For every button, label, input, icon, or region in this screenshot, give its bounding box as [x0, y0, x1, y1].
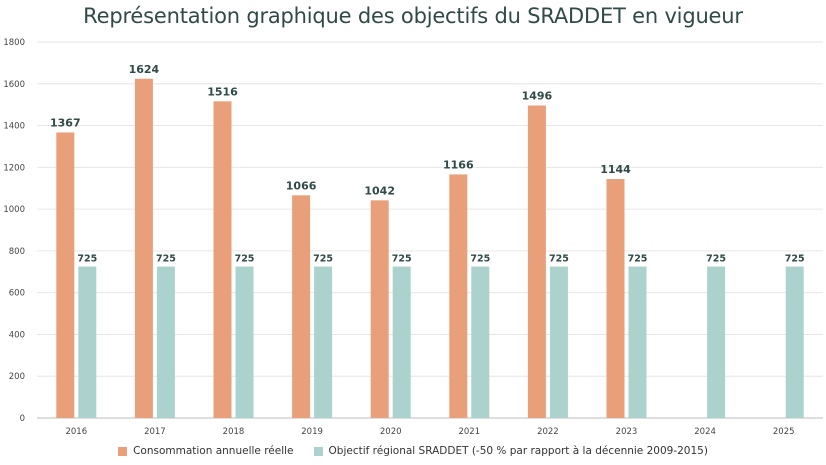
x-tick-label: 2019 — [301, 427, 323, 437]
legend-label-objectif: Objectif régional SRADDET (-50 % par rap… — [328, 445, 708, 457]
chart-legend: Consommation annuelle réelle Objectif ré… — [0, 445, 826, 457]
bar-consommation — [370, 200, 389, 418]
y-tick-label: 1000 — [3, 205, 25, 215]
x-tick-label: 2025 — [773, 427, 795, 437]
chart-title: Représentation graphique des objectifs d… — [83, 4, 743, 28]
bar-consommation — [292, 195, 311, 418]
data-label: 1144 — [600, 163, 631, 176]
data-label: 725 — [470, 254, 490, 265]
bar-objectif — [78, 266, 97, 418]
y-tick-label: 1200 — [3, 163, 25, 173]
x-tick-label: 2022 — [537, 427, 559, 437]
bar-consommation — [213, 101, 232, 418]
bar-objectif — [628, 266, 647, 418]
legend-item-consommation: Consommation annuelle réelle — [118, 445, 294, 457]
data-label: 725 — [706, 254, 726, 265]
data-label: 1367 — [50, 116, 81, 129]
y-tick-label: 400 — [9, 330, 25, 340]
legend-label-consommation: Consommation annuelle réelle — [133, 445, 294, 457]
x-tick-label: 2024 — [694, 427, 716, 437]
x-tick-label: 2021 — [458, 427, 480, 437]
data-label: 725 — [77, 254, 97, 265]
x-tick-label: 2017 — [144, 427, 166, 437]
data-label: 725 — [235, 254, 255, 265]
x-tick-label: 2016 — [65, 427, 87, 437]
bar-objectif — [235, 266, 254, 418]
bar-objectif — [785, 266, 804, 418]
legend-swatch-objectif — [313, 446, 323, 456]
data-label: 725 — [313, 254, 333, 265]
data-label: 1166 — [443, 158, 474, 171]
data-label: 725 — [628, 254, 648, 265]
data-label: 1066 — [286, 179, 317, 192]
bar-objectif — [156, 266, 175, 418]
bar-objectif — [392, 266, 411, 418]
y-tick-label: 800 — [9, 247, 25, 257]
data-label: 1624 — [129, 63, 160, 76]
legend-swatch-consommation — [118, 446, 128, 456]
data-label: 1516 — [207, 85, 238, 98]
data-label: 1496 — [522, 90, 553, 103]
data-label: 725 — [156, 254, 176, 265]
bar-objectif — [549, 266, 568, 418]
bar-chart: 0 200 400 600 800 1000 1200 1400 1600 1800 2016 136… — [3, 38, 823, 437]
x-tick-label: 2023 — [616, 427, 638, 437]
x-tick-label: 2018 — [223, 427, 245, 437]
bar-objectif — [314, 266, 333, 418]
bar-objectif — [471, 266, 490, 418]
legend-item-objectif: Objectif régional SRADDET (-50 % par rap… — [313, 445, 708, 457]
bar-objectif — [707, 266, 726, 418]
bar-consommation — [56, 132, 75, 418]
data-label: 725 — [392, 254, 412, 265]
bar-consommation — [449, 174, 468, 418]
y-tick-label: 200 — [9, 372, 25, 382]
bar-consommation — [606, 179, 625, 418]
x-tick-label: 2020 — [380, 427, 402, 437]
data-label: 725 — [785, 254, 805, 265]
y-tick-label: 1600 — [3, 80, 25, 90]
bar-consommation — [527, 105, 546, 418]
bar-consommation — [134, 78, 153, 419]
y-tick-label: 0 — [20, 414, 25, 424]
y-tick-label: 1800 — [3, 38, 25, 48]
data-label: 1042 — [364, 184, 395, 197]
y-tick-label: 1400 — [3, 122, 25, 132]
y-tick-label: 600 — [9, 289, 25, 299]
data-label: 725 — [549, 254, 569, 265]
